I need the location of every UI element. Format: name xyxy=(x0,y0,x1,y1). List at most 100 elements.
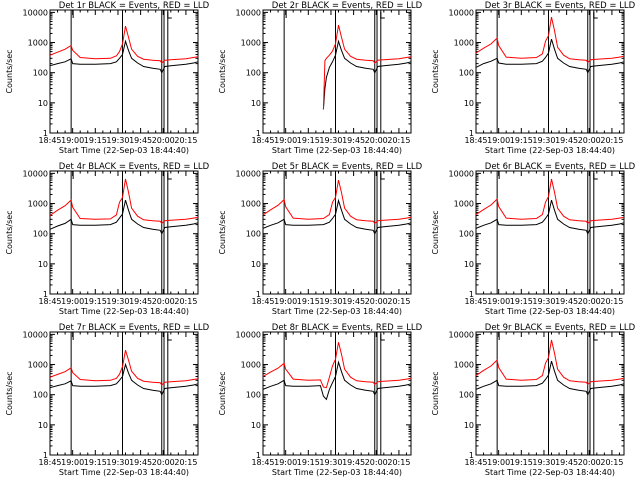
x-tick-label: 20:15 xyxy=(387,458,410,467)
marker-bracket xyxy=(380,12,385,19)
y-tick-label: 10000 xyxy=(23,8,48,17)
x-tick-label: 19:15 xyxy=(297,136,320,145)
panel-title: Det 8r BLACK = Events, RED = LLD xyxy=(272,323,423,333)
x-axis-label: Start Time (22-Sep-03 18:44:40) xyxy=(59,468,189,477)
panel-title: Det 7r BLACK = Events, RED = LLD xyxy=(59,323,210,333)
marker-bracket xyxy=(167,334,172,341)
x-tick-label: 19:45 xyxy=(342,136,365,145)
x-tick-label: 19:30 xyxy=(319,136,342,145)
x-tick-label: 19:00 xyxy=(274,136,297,145)
panel-det-9: Det 9r BLACK = Events, RED = LLD 1 10 100 10… xyxy=(431,323,636,477)
x-tick-label: 19:30 xyxy=(106,136,129,145)
plot-frame xyxy=(262,170,412,295)
series-events-line xyxy=(475,38,625,74)
x-tick-label: 20:00 xyxy=(578,136,601,145)
x-tick-label: 20:00 xyxy=(365,136,388,145)
y-tick-label: 1000 xyxy=(241,39,261,48)
x-tick-label: 20:15 xyxy=(387,297,410,306)
y-tick-label: 1 xyxy=(256,290,261,299)
y-tick-label: 10 xyxy=(464,260,474,269)
x-tick-label: 18:45 xyxy=(464,458,487,467)
y-axis-label: Counts/sec xyxy=(5,371,14,415)
x-tick-label: 20:00 xyxy=(365,297,388,306)
y-tick-label: 10 xyxy=(38,421,48,430)
x-axis-label: Start Time (22-Sep-03 18:44:40) xyxy=(485,146,615,155)
y-tick-label: 10000 xyxy=(23,330,48,339)
x-tick-label: 20:15 xyxy=(174,458,197,467)
y-tick-label: 1 xyxy=(43,129,48,138)
y-tick-label: 10000 xyxy=(449,330,474,339)
x-tick-label: 19:15 xyxy=(297,458,320,467)
x-tick-label: 18:45 xyxy=(464,136,487,145)
x-tick-label: 20:15 xyxy=(174,297,197,306)
x-tick-label: 18:45 xyxy=(464,297,487,306)
series-lld-line xyxy=(322,24,412,110)
x-axis-label: Start Time (22-Sep-03 18:44:40) xyxy=(59,146,189,155)
series-events-line xyxy=(49,199,199,235)
y-tick-label: 10000 xyxy=(236,330,261,339)
x-tick-label: 20:15 xyxy=(600,297,623,306)
y-tick-label: 1000 xyxy=(454,39,474,48)
series-lld-line xyxy=(475,178,625,225)
x-axis-label: Start Time (22-Sep-03 18:44:40) xyxy=(485,468,615,477)
x-tick-label: 19:15 xyxy=(84,458,107,467)
y-tick-label: 10000 xyxy=(23,169,48,178)
x-tick-label: 19:00 xyxy=(487,297,510,306)
x-tick-label: 19:30 xyxy=(532,297,555,306)
panel-det-3: Det 3r BLACK = Events, RED = LLD 1 10 100 10… xyxy=(431,1,636,155)
panel-title: Det 6r BLACK = Events, RED = LLD xyxy=(485,162,636,172)
y-tick-label: 10 xyxy=(464,421,474,430)
x-tick-label: 19:30 xyxy=(532,458,555,467)
series-events-line xyxy=(322,39,412,110)
series-lld-line xyxy=(49,178,199,225)
x-tick-label: 19:15 xyxy=(510,458,533,467)
x-tick-label: 19:00 xyxy=(61,136,84,145)
series-events-line xyxy=(262,360,412,401)
panel-title: Det 9r BLACK = Events, RED = LLD xyxy=(485,323,636,333)
y-tick-label: 10 xyxy=(38,260,48,269)
y-tick-label: 10000 xyxy=(449,169,474,178)
x-tick-label: 19:30 xyxy=(106,297,129,306)
y-axis-label: Counts/sec xyxy=(431,371,440,415)
panel-det-6: Det 6r BLACK = Events, RED = LLD 1 10 100 10… xyxy=(431,162,636,316)
x-tick-label: 19:30 xyxy=(532,136,555,145)
plot-frame xyxy=(475,9,625,134)
x-tick-label: 19:30 xyxy=(106,458,129,467)
y-tick-label: 1 xyxy=(469,451,474,460)
y-tick-label: 10000 xyxy=(236,8,261,17)
y-tick-label: 1000 xyxy=(454,200,474,209)
y-tick-label: 1 xyxy=(43,290,48,299)
x-tick-label: 19:45 xyxy=(342,458,365,467)
y-tick-label: 100 xyxy=(246,391,261,400)
x-tick-label: 20:15 xyxy=(600,136,623,145)
x-tick-label: 18:45 xyxy=(251,458,274,467)
x-tick-label: 19:00 xyxy=(274,458,297,467)
y-tick-label: 100 xyxy=(246,230,261,239)
series-events-line xyxy=(475,360,625,396)
x-tick-label: 19:15 xyxy=(297,297,320,306)
plot-frame xyxy=(262,331,412,456)
y-axis-label: Counts/sec xyxy=(431,210,440,254)
x-tick-label: 20:00 xyxy=(578,297,601,306)
y-tick-label: 1000 xyxy=(28,39,48,48)
x-tick-label: 19:45 xyxy=(555,458,578,467)
x-tick-label: 19:00 xyxy=(487,136,510,145)
y-tick-label: 1 xyxy=(256,451,261,460)
y-tick-label: 1 xyxy=(256,129,261,138)
marker-bracket xyxy=(380,334,385,341)
plot-frame xyxy=(49,331,199,456)
plot-frame xyxy=(475,331,625,456)
y-tick-label: 100 xyxy=(459,230,474,239)
series-events-line xyxy=(49,39,199,74)
y-tick-label: 10 xyxy=(251,421,261,430)
x-tick-label: 18:45 xyxy=(38,136,61,145)
series-lld-line xyxy=(49,25,199,64)
panel-title: Det 1r BLACK = Events, RED = LLD xyxy=(59,1,210,11)
x-tick-label: 19:45 xyxy=(129,136,152,145)
y-tick-label: 1000 xyxy=(241,361,261,370)
x-tick-label: 20:15 xyxy=(387,136,410,145)
x-axis-label: Start Time (22-Sep-03 18:44:40) xyxy=(485,307,615,316)
y-tick-label: 1000 xyxy=(28,361,48,370)
series-lld-line xyxy=(49,350,199,386)
panel-det-1: Det 1r BLACK = Events, RED = LLD 1 10 100 10… xyxy=(5,1,210,155)
